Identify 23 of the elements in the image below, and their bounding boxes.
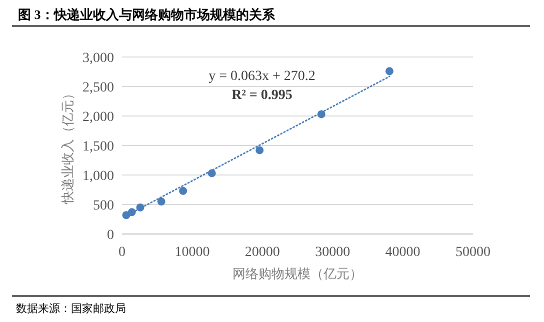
x-axis-title: 网络购物规模（亿元）: [232, 266, 362, 281]
point: [256, 146, 264, 154]
x-tick-label: 20000: [244, 245, 280, 260]
point: [157, 198, 166, 206]
x-tick-label: 30000: [315, 245, 350, 260]
y-tick-label: 2,000: [82, 110, 114, 125]
y-tick-label: 1,500: [82, 140, 114, 154]
y-tick-label: 0: [107, 228, 114, 243]
y-tick-label: 500: [93, 198, 114, 214]
y-axis-title: 快递业收入（亿元）: [60, 87, 75, 205]
x-tick-label: 0: [118, 245, 126, 260]
point: [385, 67, 394, 76]
x-tick-label: 10000: [174, 245, 210, 260]
annotation: y = 0.063x + 270.2: [208, 69, 316, 84]
x-tick-label: 40000: [385, 245, 420, 260]
point: [179, 186, 188, 195]
chart-title: 图 3：快递业收入与网络购物市场规模的关系: [18, 7, 276, 22]
y-tick-label: 2,500: [82, 80, 114, 96]
annotation: R² = 0.995: [232, 88, 292, 103]
x-tick-label: 50000: [456, 245, 490, 260]
source-note: 数据来源：国家邮政局: [16, 302, 126, 315]
y-tick-label: 3,000: [82, 51, 114, 66]
y-tick-label: 1,000: [82, 169, 114, 184]
